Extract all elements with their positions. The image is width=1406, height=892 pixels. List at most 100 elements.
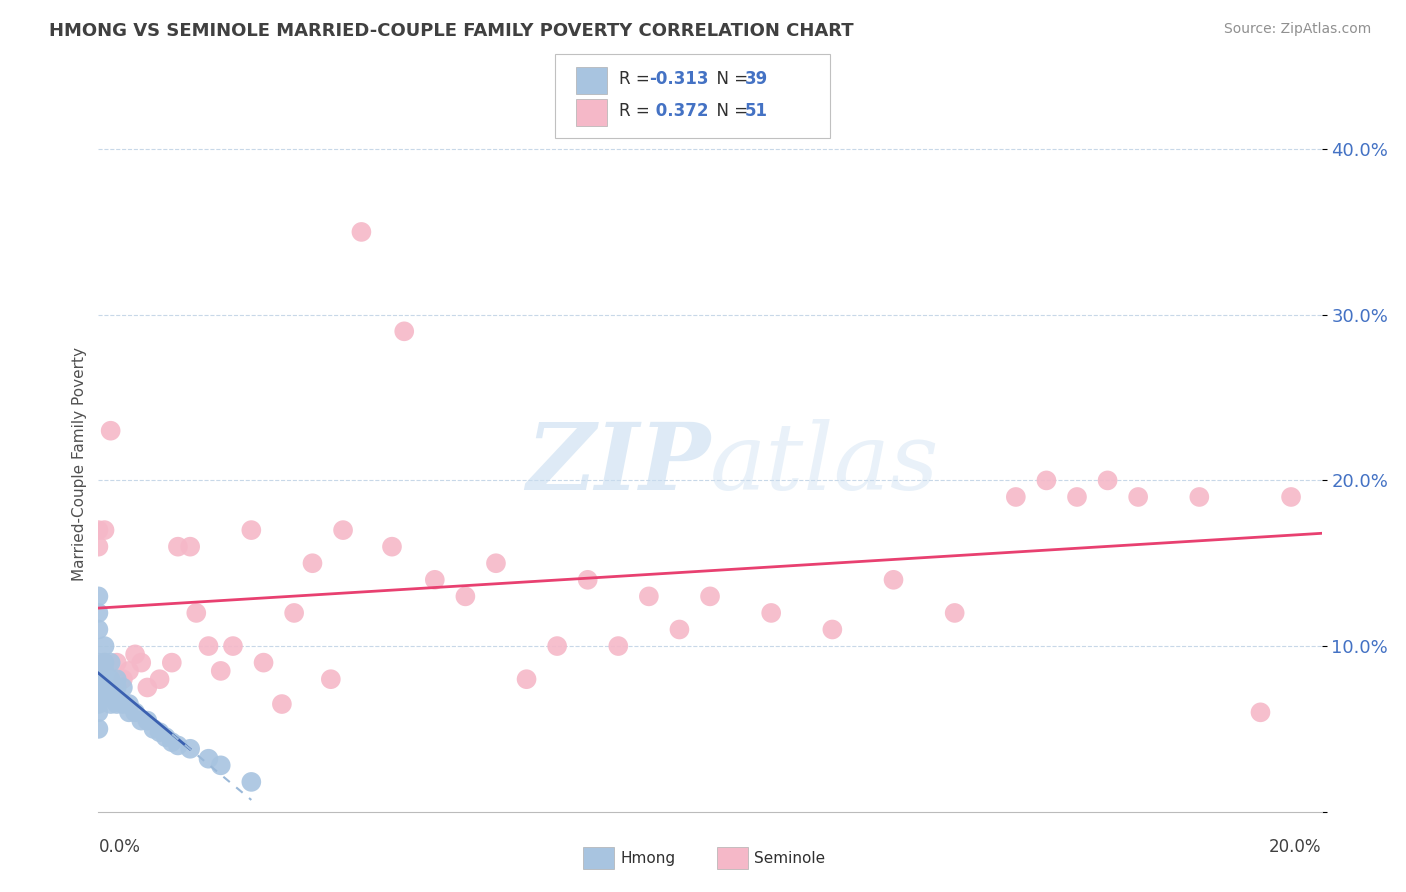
Point [100, 656, 122, 670]
Point [93, 681, 115, 695]
Point [576, 573, 599, 587]
Point [142, 722, 165, 736]
Point [1249, 706, 1271, 720]
Point [186, 606, 208, 620]
Point [485, 556, 508, 570]
Text: HMONG VS SEMINOLE MARRIED-COUPLE FAMILY POVERTY CORRELATION CHART: HMONG VS SEMINOLE MARRIED-COUPLE FAMILY … [49, 22, 853, 40]
Point [93, 656, 115, 670]
Point [87, 606, 110, 620]
Point [87, 656, 110, 670]
Point [1066, 490, 1088, 504]
Point [129, 714, 152, 728]
Point [124, 648, 146, 662]
Point [252, 656, 274, 670]
Text: 39: 39 [745, 70, 769, 88]
Point [87, 697, 110, 711]
Point [270, 697, 292, 711]
Point [1279, 490, 1302, 504]
Point [1188, 490, 1211, 504]
Point [87, 623, 110, 637]
Point [118, 664, 141, 678]
Point [332, 523, 354, 537]
Text: N =: N = [706, 70, 754, 88]
Point [160, 656, 183, 670]
Point [546, 639, 568, 653]
Text: Hmong: Hmong [620, 851, 675, 865]
Point [423, 573, 446, 587]
Point [87, 722, 110, 736]
Point [149, 672, 172, 686]
Point [454, 590, 477, 604]
Point [1128, 490, 1150, 504]
Point [637, 590, 661, 604]
Point [93, 639, 115, 653]
Point [118, 706, 141, 720]
Point [222, 639, 245, 653]
Point [607, 639, 630, 653]
Point [87, 540, 110, 554]
Point [105, 672, 128, 686]
Point [179, 540, 201, 554]
Text: atlas: atlas [710, 419, 939, 508]
Point [240, 775, 263, 789]
Point [883, 573, 905, 587]
Point [197, 639, 219, 653]
Point [668, 623, 690, 637]
Point [167, 540, 190, 554]
Point [93, 664, 115, 678]
Point [100, 424, 122, 438]
Point [118, 697, 141, 711]
Point [1097, 474, 1119, 488]
Point [105, 681, 128, 695]
Point [100, 672, 122, 686]
Point [87, 664, 110, 678]
Point [301, 556, 323, 570]
Point [759, 606, 782, 620]
Point [209, 758, 232, 772]
Point [93, 656, 115, 670]
Point [149, 725, 172, 739]
Point [516, 672, 538, 686]
Point [129, 656, 152, 670]
Point [1004, 490, 1026, 504]
Point [197, 752, 219, 766]
Point [111, 697, 134, 711]
Text: ZIP: ZIP [526, 419, 710, 508]
Point [350, 225, 373, 239]
Text: 0.0%: 0.0% [98, 838, 141, 856]
Text: Seminole: Seminole [754, 851, 825, 865]
Point [179, 741, 201, 756]
Text: 0.372: 0.372 [650, 103, 709, 120]
Text: Source: ZipAtlas.com: Source: ZipAtlas.com [1223, 22, 1371, 37]
Text: 20.0%: 20.0% [1270, 838, 1322, 856]
Point [87, 523, 110, 537]
Point [943, 606, 966, 620]
Text: R =: R = [619, 70, 655, 88]
Point [87, 689, 110, 703]
Point [100, 681, 122, 695]
Point [699, 590, 721, 604]
Point [167, 739, 190, 753]
Text: R =: R = [619, 103, 655, 120]
Point [93, 672, 115, 686]
Point [319, 672, 342, 686]
Point [392, 324, 416, 338]
Point [136, 714, 159, 728]
Point [105, 656, 128, 670]
Point [93, 689, 115, 703]
Point [87, 672, 110, 686]
Text: 51: 51 [745, 103, 768, 120]
Point [240, 523, 263, 537]
Point [381, 540, 404, 554]
Text: N =: N = [706, 103, 754, 120]
Point [155, 730, 177, 744]
Point [111, 681, 134, 695]
Point [283, 606, 305, 620]
Y-axis label: Married-Couple Family Poverty: Married-Couple Family Poverty [72, 347, 87, 581]
Point [124, 706, 146, 720]
Point [105, 697, 128, 711]
Point [209, 664, 232, 678]
Text: -0.313: -0.313 [650, 70, 709, 88]
Point [93, 523, 115, 537]
Point [87, 590, 110, 604]
